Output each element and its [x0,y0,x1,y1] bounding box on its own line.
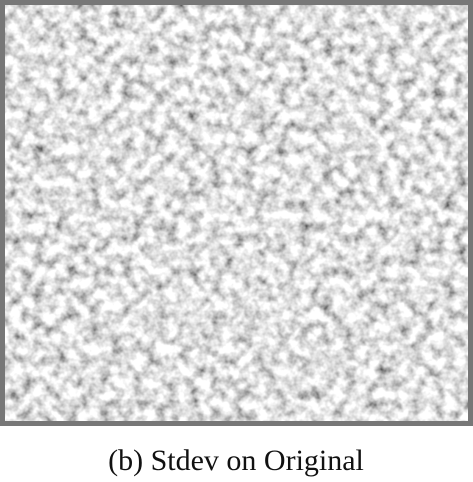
stdev-image [0,0,473,426]
image-texture [5,5,468,421]
caption: (b) Stdev on Original [108,444,364,477]
